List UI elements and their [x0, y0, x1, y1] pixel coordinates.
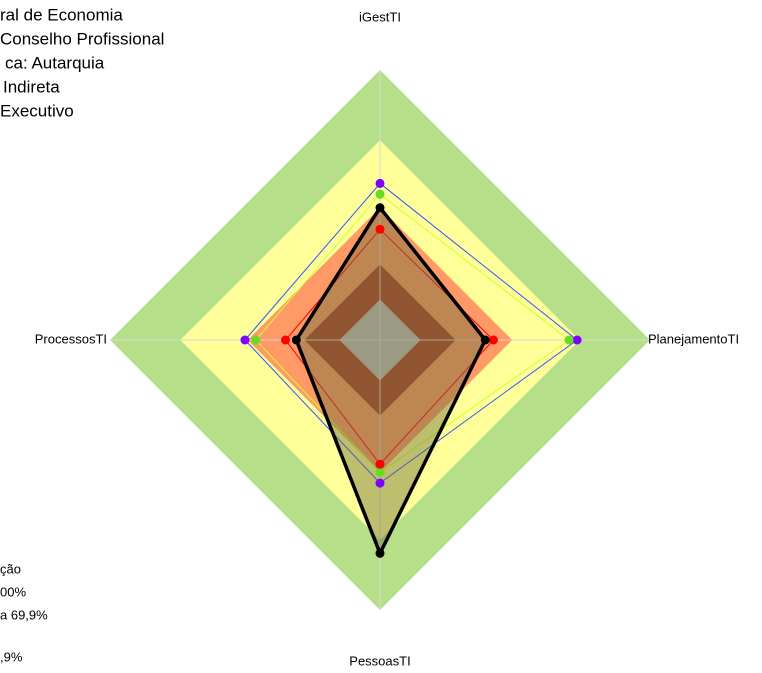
axis-label: ProcessosTI	[35, 331, 107, 346]
legend-text: a 69,9%	[0, 607, 48, 622]
axis-label: PessoasTI	[349, 653, 410, 668]
legend-text: ção	[0, 561, 21, 576]
marker	[480, 335, 490, 345]
marker	[375, 467, 385, 477]
marker	[281, 335, 290, 345]
marker	[375, 548, 385, 558]
marker	[564, 335, 574, 345]
marker	[375, 224, 385, 234]
marker	[375, 178, 385, 188]
annotation: Executivo	[0, 101, 74, 120]
marker	[291, 335, 301, 345]
annotation: Conselho Profissional	[0, 29, 164, 48]
legend-text: ,9%	[0, 649, 23, 664]
marker	[240, 335, 250, 345]
marker	[375, 189, 385, 199]
marker	[375, 459, 385, 469]
marker	[488, 335, 498, 345]
marker	[572, 335, 582, 345]
legend-text: 00%	[0, 584, 26, 599]
annotation: ral de Economia	[0, 5, 123, 24]
axis-label: iGestTI	[359, 9, 401, 24]
marker	[375, 203, 385, 213]
axis-label: PlanejamentoTI	[648, 331, 739, 346]
annotation: ca: Autarquia	[5, 53, 105, 72]
annotation: Indireta	[3, 77, 60, 96]
marker	[375, 478, 385, 488]
marker	[251, 335, 261, 345]
